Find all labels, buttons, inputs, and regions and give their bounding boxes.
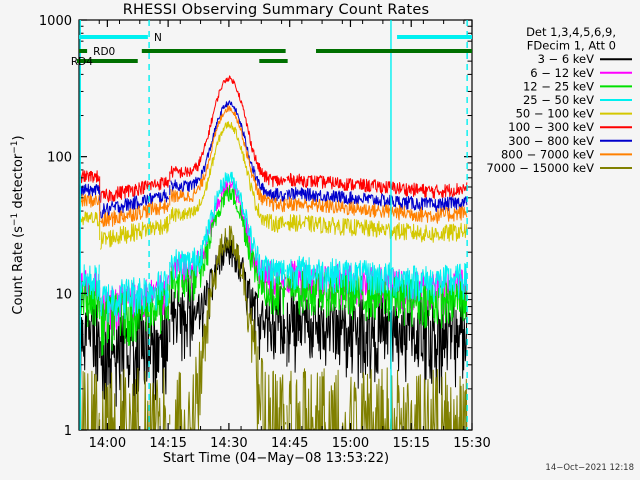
legend-entry-label: 7000 − 15000 keV <box>486 161 594 175</box>
render-timestamp: 14−Oct−2021 12:18 <box>545 463 634 473</box>
series-line <box>79 75 468 203</box>
x-tick-label: 14:00 <box>89 436 126 451</box>
y-tick-label: 1 <box>64 424 72 439</box>
series-line <box>79 105 468 228</box>
y-axis-label: Count Rate (s−1 detector−1) <box>10 135 26 314</box>
legend-entry-label: 6 − 12 keV <box>530 66 594 80</box>
legend-entry-label: 50 − 100 keV <box>516 107 595 121</box>
axes: 1 10 100 1000 14:00 14:15 14:30 14:45 15:00 15:15… <box>39 14 491 451</box>
series-line <box>79 121 468 250</box>
legend-title-line: FDecim 1, Att 0 <box>527 39 616 53</box>
series-line <box>79 100 468 219</box>
chart-title: RHESSI Observing Summary Count Rates <box>123 2 429 18</box>
x-tick-label: 15:00 <box>332 436 369 451</box>
y-tick-label: 100 <box>47 151 72 166</box>
x-tick-label: 14:30 <box>210 436 247 451</box>
legend-entry-label: 3 − 6 keV <box>538 52 595 66</box>
legend-entry-label: 100 − 300 keV <box>508 120 594 134</box>
annotation-label: RD0 <box>93 46 115 58</box>
legend-entry-label: 25 − 50 keV <box>523 93 594 107</box>
x-tick-label: 15:15 <box>392 436 429 451</box>
x-tick-label: 15:30 <box>453 436 490 451</box>
legend-entry-label: 800 − 7000 keV <box>501 147 594 161</box>
y-axis-label-mid: detector <box>11 153 26 213</box>
annotation-label: RD4 <box>71 56 93 68</box>
series-line <box>79 235 468 430</box>
legend-title-line: Det 1,3,4,5,6,9, <box>526 25 616 39</box>
x-tick-label: 14:15 <box>149 436 186 451</box>
y-axis-label-sup1: −1 <box>10 213 20 226</box>
y-tick-label: 10 <box>55 287 72 302</box>
y-tick-label: 1000 <box>39 14 72 29</box>
plot-area <box>79 75 468 430</box>
y-axis-label-main: Count Rate (s <box>11 226 26 315</box>
legend-entry-label: 300 − 800 keV <box>508 134 594 148</box>
series-line <box>79 171 468 323</box>
y-axis-label-end: ) <box>11 135 26 140</box>
x-tick-label: 14:45 <box>271 436 308 451</box>
y-axis-label-sup2: −1 <box>10 140 20 153</box>
svg-text:Count Rate (s−1 detector−1): Count Rate (s−1 detector−1) <box>10 135 26 314</box>
annotation-label: N <box>154 32 162 44</box>
x-axis-label: Start Time (04−May−08 13:53:22) <box>163 451 389 466</box>
series-line <box>79 185 468 356</box>
legend: Det 1,3,4,5,6,9,FDecim 1, Att 03 − 6 keV… <box>486 25 632 175</box>
legend-entry-label: 12 − 25 keV <box>523 79 594 93</box>
